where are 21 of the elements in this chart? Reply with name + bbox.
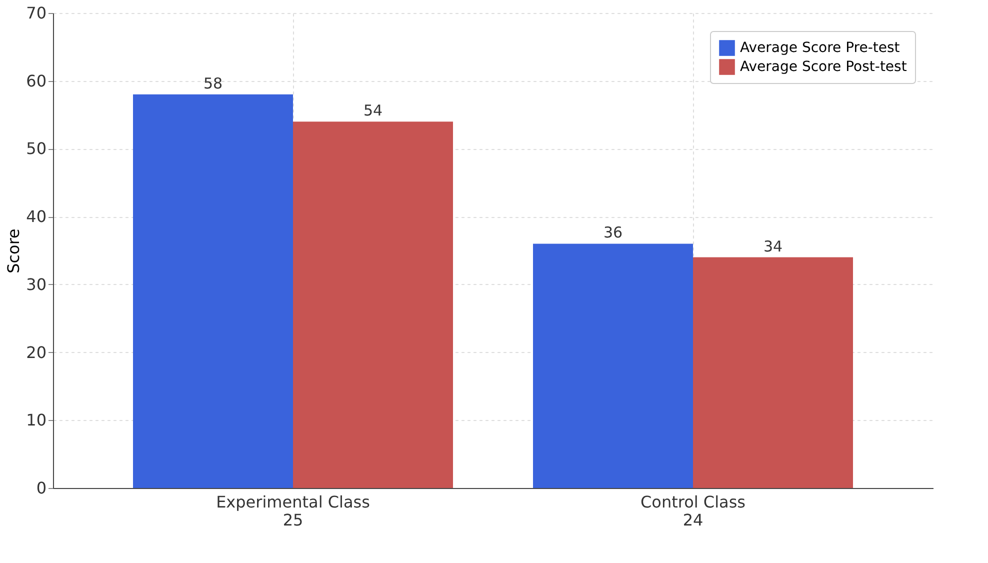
y-tick-label: 70 (26, 4, 46, 22)
bar (533, 244, 693, 488)
data-label: 58 (203, 74, 223, 92)
legend-label: Average Score Pre-test (740, 40, 900, 56)
bar (133, 94, 293, 488)
bar (693, 257, 853, 488)
data-label: 34 (763, 237, 783, 256)
data-label: 36 (603, 224, 623, 242)
x-tick-label: Experimental Class 25 (216, 492, 370, 530)
y-tick-label: 0 (36, 478, 46, 498)
y-tick-label: 30 (26, 274, 46, 294)
bar (293, 122, 453, 488)
y-tick-label: 60 (26, 71, 46, 90)
x-tick-label: Control Class 24 (640, 492, 746, 530)
y-tick-label: 40 (26, 207, 46, 226)
data-label: 54 (363, 102, 383, 120)
y-tick-label: 20 (26, 342, 46, 362)
legend-label: Average Score Post-test (740, 59, 908, 75)
y-tick-label: 50 (26, 139, 46, 158)
y-axis-title: Score (4, 228, 24, 274)
y-tick-label: 10 (26, 410, 46, 430)
